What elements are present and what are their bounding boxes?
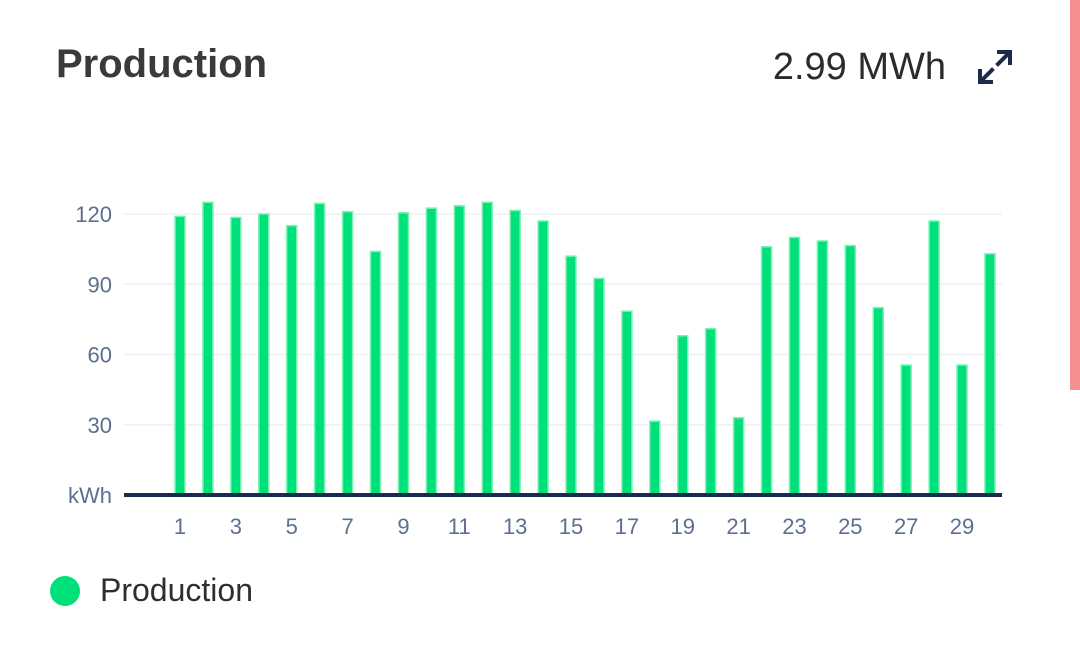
card-title: Production [56, 42, 268, 86]
y-tick-label: 90 [88, 272, 112, 297]
bar-day-23[interactable] [788, 236, 801, 496]
x-tick-label: 21 [726, 514, 750, 539]
expand-arrows-icon [978, 50, 1012, 84]
y-tick-label: 30 [88, 413, 112, 438]
bar-day-29[interactable] [956, 364, 968, 496]
bars [174, 201, 996, 496]
bar-day-4[interactable] [258, 213, 270, 496]
y-tick-label: 60 [88, 343, 112, 368]
bar-day-9[interactable] [397, 212, 410, 496]
x-tick-label: 7 [341, 514, 353, 539]
legend-item-production[interactable]: Production [50, 572, 253, 609]
bar-day-7[interactable] [341, 210, 354, 496]
y-axis-unit-label: kWh [68, 483, 112, 508]
y-axis-ticks: 30 60 90 120 [75, 202, 112, 438]
bar-day-1[interactable] [174, 215, 186, 496]
x-tick-label: 11 [448, 514, 471, 539]
bar-day-11[interactable] [453, 205, 466, 496]
grid-lines [124, 213, 1002, 426]
production-total: 2.99 MWh [772, 46, 946, 88]
bar-day-21[interactable] [732, 416, 745, 496]
bar-day-12[interactable] [481, 201, 493, 496]
bar-day-24[interactable] [816, 240, 829, 496]
bar-day-10[interactable] [425, 207, 438, 496]
bar-day-25[interactable] [844, 244, 857, 496]
bar-day-16[interactable] [593, 277, 605, 496]
bar-day-15[interactable] [565, 255, 577, 496]
bar-day-26[interactable] [872, 306, 884, 496]
x-tick-label: 9 [397, 514, 409, 539]
x-tick-label: 17 [615, 514, 639, 539]
scrollbar[interactable] [1070, 0, 1080, 390]
bar-day-5[interactable] [285, 224, 298, 496]
bar-day-19[interactable] [676, 335, 689, 496]
x-axis-ticks: 1 3 5 7 9 11 13 15 17 19 21 23 25 27 29 [174, 514, 974, 539]
x-tick-label: 5 [286, 514, 298, 539]
bar-day-28[interactable] [928, 220, 940, 496]
legend-dot [50, 575, 80, 606]
bar-day-17[interactable] [621, 310, 633, 496]
x-tick-label: 23 [782, 514, 806, 539]
bar-day-20[interactable] [704, 327, 717, 496]
x-tick-label: 19 [670, 514, 694, 539]
bar-day-2[interactable] [202, 201, 214, 496]
bar-day-6[interactable] [313, 202, 326, 496]
bar-day-27[interactable] [900, 364, 912, 496]
bar-day-18[interactable] [649, 420, 661, 496]
x-tick-label: 1 [174, 514, 186, 539]
bar-day-13[interactable] [509, 209, 521, 496]
x-tick-label: 25 [838, 514, 862, 539]
x-tick-label: 15 [559, 514, 583, 539]
expand-button[interactable] [972, 44, 1018, 90]
bar-day-3[interactable] [230, 216, 242, 496]
x-tick-label: 3 [230, 514, 242, 539]
x-tick-label: 29 [950, 514, 974, 539]
bar-day-14[interactable] [537, 220, 549, 496]
x-tick-label: 13 [503, 514, 527, 539]
y-tick-label: 120 [75, 202, 112, 227]
bar-day-22[interactable] [760, 246, 773, 496]
bar-day-8[interactable] [369, 250, 382, 496]
bar-day-30[interactable] [984, 253, 996, 496]
x-tick-label: 27 [894, 514, 918, 539]
legend-label: Production [100, 572, 253, 608]
